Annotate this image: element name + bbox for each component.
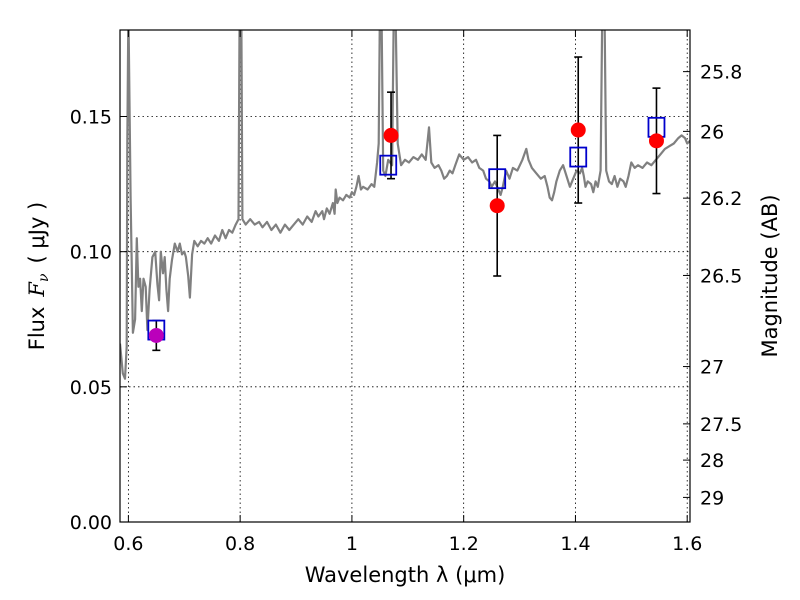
x-axis-label: Wavelength λ (μm) — [305, 563, 506, 587]
model-square-marker — [379, 154, 398, 176]
observed-point-marker — [383, 127, 399, 143]
y2-axis-label: Magnitude (AB) — [758, 194, 782, 357]
y-tick-label: 0.00 — [70, 512, 112, 534]
ticks: 0.6 0.8 1 1.2 1.4 1.6 0.00 0.05 0.10 0.15 25.8 26 26… — [70, 30, 742, 555]
y2-tick-label: 27.5 — [700, 414, 742, 436]
x-tick-label: 1.4 — [560, 533, 590, 555]
y-tick-label: 0.10 — [70, 242, 112, 264]
observed-point-marker — [570, 122, 586, 138]
plot-background — [120, 30, 690, 522]
y-tick-label: 0.05 — [70, 377, 112, 399]
y2-tick-label: 28 — [700, 450, 724, 472]
y2-tick-label: 29 — [700, 487, 724, 509]
plot-frame — [119, 29, 691, 523]
y-tick-label: 0.15 — [70, 107, 112, 129]
y-axis-label-var: F — [25, 281, 49, 298]
x-tick-label: 0.8 — [225, 533, 255, 555]
x-tick-label: 1.6 — [672, 533, 702, 555]
y-axis-label-unit: ( μJy ) — [25, 202, 49, 264]
y2-tick-label: 26.5 — [700, 265, 742, 287]
y-axis-label-sub: ν — [36, 273, 52, 282]
observed-point-marker — [148, 327, 164, 343]
spectrum-line — [120, 30, 690, 380]
y2-tick-label: 26 — [700, 121, 724, 143]
y-axis-label-prefix: Flux — [25, 307, 49, 351]
x-tick-label: 1.2 — [449, 533, 479, 555]
observed-point-marker — [489, 198, 505, 214]
model-square-marker — [569, 146, 588, 168]
y2-tick-label: 27 — [700, 357, 724, 379]
model-square-marker — [488, 168, 507, 190]
y2-tick-label: 25.8 — [700, 62, 742, 84]
x-tick-label: 1 — [346, 533, 358, 555]
y2-tick-label: 26.2 — [700, 188, 742, 210]
x-tick-label: 0.6 — [113, 533, 143, 555]
y-axis-label: Flux Fν ( μJy ) — [25, 202, 52, 350]
observed-point-marker — [648, 133, 664, 149]
plot-content — [120, 30, 690, 380]
